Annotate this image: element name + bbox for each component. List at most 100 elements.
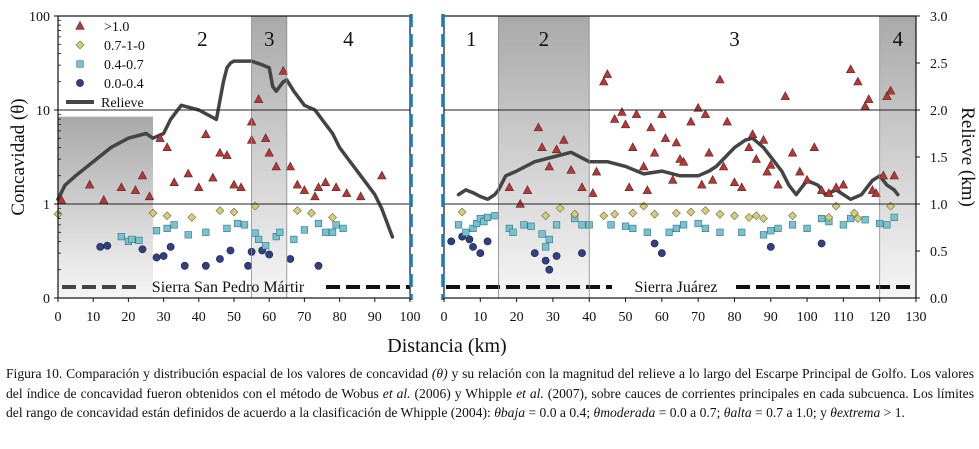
legend-extrema-marker (75, 20, 85, 30)
point-moderada-p1-7 (170, 221, 178, 229)
x-tick-label-p2-60: 60 (655, 310, 669, 325)
x-tick-label-p2-0: 0 (441, 310, 448, 325)
point-extrema-p1-21 (253, 94, 264, 103)
x-tick-label-p2-10: 10 (473, 310, 487, 325)
left-tick-label-1: 1 (43, 198, 50, 213)
point-moderada-p1-10 (223, 224, 231, 233)
point-alta-p2-9 (650, 209, 660, 219)
point-moderada-p2-18 (578, 221, 586, 229)
point-alta-p2-8 (639, 201, 649, 211)
x-tick-label-p2-100: 100 (797, 310, 818, 325)
x-tick-label-p2-20: 20 (510, 310, 524, 325)
point-alta-p2-1 (457, 207, 467, 217)
point-extrema-p2-64 (878, 170, 889, 180)
caption-et-al-1: et al. (382, 385, 411, 401)
x-tick-label-p1-90: 90 (368, 310, 382, 325)
caption-theta-baja: θbaja (494, 405, 526, 420)
point-extrema-p2-35 (704, 147, 714, 157)
point-baja-p2-10 (552, 252, 561, 260)
point-alta-p1-10 (328, 212, 337, 222)
point-alta-p2-19 (824, 212, 834, 222)
point-extrema-p1-16 (222, 150, 232, 159)
point-baja-p2-13 (657, 249, 666, 258)
point-extrema-p2-20 (631, 109, 642, 118)
legend-baja-label: 0.0-0.4 (104, 77, 144, 92)
point-moderada-p2-20 (607, 221, 615, 229)
point-moderada-p2-25 (672, 224, 680, 233)
x-tick-label-p1-80: 80 (333, 310, 347, 325)
legend-extrema-label: >1.0 (104, 20, 129, 35)
point-moderada-p1-13 (251, 229, 259, 237)
point-moderada-p2-13 (538, 230, 546, 238)
caption-extrema-range: > 1. (880, 405, 905, 420)
caption-theta-moderada: θmoderada (593, 405, 656, 420)
point-baja-p1-11 (244, 261, 252, 270)
point-baja-p1-3 (138, 245, 147, 254)
x-tick-label-p1-20: 20 (121, 310, 135, 325)
point-moderada-p2-2 (462, 228, 470, 236)
point-extrema-p1-9 (162, 142, 172, 152)
point-extrema-p2-61 (864, 94, 874, 103)
point-extrema-p2-5 (537, 142, 547, 152)
point-alta-p2-16 (751, 211, 761, 221)
x-tick-label-p2-70: 70 (691, 310, 705, 325)
point-extrema-p2-40 (729, 177, 740, 186)
caption-alta-range: = 0.7 a 1.0; y (751, 405, 831, 420)
point-extrema-p2-46 (762, 166, 772, 176)
x-tick-label-p1-10: 10 (86, 310, 100, 325)
point-extrema-p1-17 (229, 179, 239, 189)
relieve-layer (56, 59, 900, 239)
point-extrema-p2-55 (824, 188, 834, 197)
point-moderada-p2-14 (542, 243, 550, 251)
point-extrema-p2-65 (882, 91, 892, 100)
subbasin-label-1-3: 4 (343, 27, 354, 51)
point-alta-p1-6 (229, 207, 239, 217)
x-tick-label-p2-30: 30 (546, 310, 560, 325)
point-extrema-p1-6 (137, 170, 148, 180)
point-extrema-p1-30 (313, 182, 324, 192)
point-alta-p2-15 (744, 212, 754, 222)
point-baja-p1-1 (96, 242, 105, 251)
x-tick-label-p2-120: 120 (869, 310, 890, 325)
point-extrema-p1-27 (292, 179, 303, 189)
point-extrema-p2-17 (620, 119, 631, 129)
point-moderada-p2-8 (491, 212, 499, 220)
point-extrema-p2-33 (697, 179, 707, 189)
left-tick-label-10: 10 (36, 104, 50, 119)
point-alta-p1-9 (307, 208, 316, 218)
point-moderada-p1-23 (332, 221, 340, 229)
legend-relieve-label: Relieve (101, 96, 144, 111)
point-moderada-p2-12 (527, 222, 535, 230)
point-alta-p2-21 (849, 208, 859, 218)
point-extrema-p1-13 (201, 129, 211, 139)
point-alta-p2-4 (570, 209, 580, 219)
x-tick-label-p2-50: 50 (619, 310, 633, 325)
legend-moderada-label: 0.4-0.7 (104, 58, 144, 73)
point-moderada-p1-17 (276, 228, 284, 236)
point-extrema-p2-22 (642, 185, 653, 194)
point-extrema-p2-32 (693, 102, 703, 112)
point-alta-p2-11 (686, 207, 696, 217)
point-baja-p1-4 (152, 253, 161, 262)
point-extrema-p2-19 (628, 142, 638, 152)
point-baja-p2-9 (545, 265, 554, 274)
point-moderada-p1-19 (300, 226, 309, 234)
point-extrema-p1-34 (356, 191, 366, 201)
point-extrema-p2-43 (747, 129, 758, 139)
point-alta-p2-14 (730, 211, 739, 221)
point-moderada-p2-7 (483, 213, 492, 222)
point-baja-p2-5 (476, 249, 485, 258)
caption-part-3: (2007), sobre cauces de corrientes princ… (6, 385, 975, 421)
point-extrema-p2-13 (599, 76, 609, 86)
point-alta-p2-18 (788, 211, 797, 221)
point-moderada-p2-21 (621, 222, 630, 230)
point-alta-p1-8 (292, 206, 302, 216)
point-extrema-p1-1 (56, 194, 67, 204)
point-alta-p1-5 (215, 206, 225, 216)
right-tick-label-1.5: 1.5 (930, 151, 948, 166)
point-moderada-p2-32 (767, 227, 775, 235)
subbasin-label-2-2: 2 (539, 27, 550, 51)
shaded-region-2-1 (498, 16, 590, 298)
point-extrema-p2-50 (787, 147, 798, 157)
